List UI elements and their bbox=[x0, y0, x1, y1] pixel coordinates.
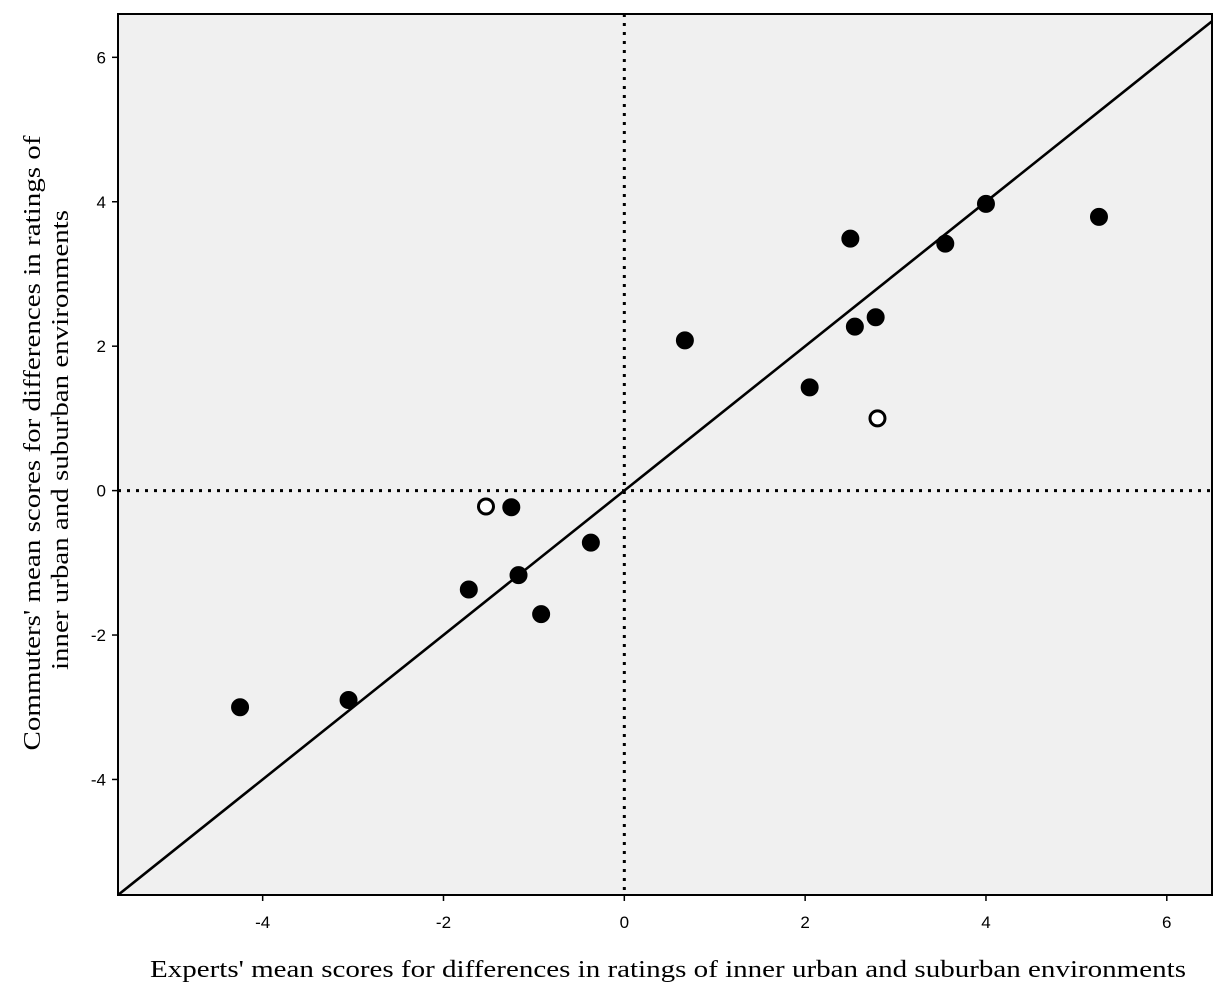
identity-line bbox=[117, 20, 1213, 897]
x-tick-label: -4 bbox=[255, 913, 270, 932]
filled-point bbox=[581, 533, 600, 552]
filled-point bbox=[800, 378, 819, 397]
y-axis-title: Commuters' mean scores for differences i… bbox=[20, 130, 74, 751]
filled-point bbox=[509, 566, 528, 585]
x-axis-title: Experts' mean scores for differences in … bbox=[150, 957, 1186, 983]
filled-point bbox=[459, 580, 478, 599]
y-tick-label: 2 bbox=[97, 337, 106, 356]
filled-point bbox=[502, 498, 521, 517]
x-axis-ticks: -4 -2 0 2 4 6 bbox=[255, 895, 1172, 932]
y-tick-label: -4 bbox=[91, 770, 106, 789]
filled-point bbox=[339, 691, 358, 710]
reference-lines bbox=[117, 14, 1213, 897]
filled-point bbox=[1089, 207, 1108, 226]
plot-frame bbox=[117, 13, 1213, 896]
y-tick-label: 4 bbox=[97, 193, 106, 212]
filled-point bbox=[532, 605, 551, 624]
filled-point bbox=[866, 308, 885, 327]
y-tick-label: -2 bbox=[91, 626, 106, 645]
filled-point bbox=[841, 229, 860, 248]
y-axis-ticks: -4 -2 0 2 4 6 bbox=[91, 48, 118, 789]
filled-point bbox=[845, 317, 864, 336]
filled-point bbox=[231, 698, 250, 717]
x-tick-label: -2 bbox=[436, 913, 451, 932]
x-tick-label: 2 bbox=[800, 913, 809, 932]
x-tick-label: 0 bbox=[620, 913, 629, 932]
y-axis-title-line-1: Commuters' mean scores for differences i… bbox=[20, 136, 46, 751]
open-point bbox=[868, 409, 887, 428]
filled-point bbox=[675, 331, 694, 350]
y-tick-label: 0 bbox=[97, 482, 106, 501]
filled-point bbox=[936, 234, 955, 253]
y-axis-title-line-2: inner urban and suburban environments bbox=[48, 210, 74, 670]
x-tick-label: 4 bbox=[981, 913, 990, 932]
open-point bbox=[476, 497, 495, 516]
y-tick-label: 6 bbox=[97, 48, 106, 67]
filled-point bbox=[976, 194, 995, 213]
x-tick-label: 6 bbox=[1162, 913, 1171, 932]
data-points bbox=[231, 194, 1108, 717]
